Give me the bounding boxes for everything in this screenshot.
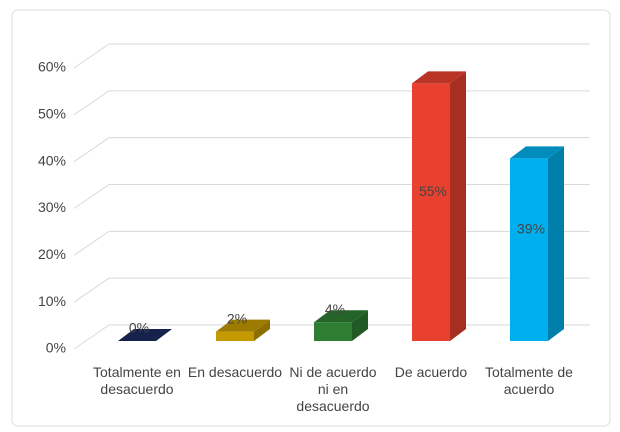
bar-top [510,146,564,159]
y-tick-label: 60% [38,59,66,75]
y-tick-label: 40% [38,152,66,168]
bar [510,146,564,341]
x-tick-label: De acuerdo [394,364,468,380]
bar-side [548,146,564,341]
bar-front [510,158,548,341]
x-tick-label: En desacuerdo [187,364,283,380]
grid-line [73,43,590,69]
y-tick-label: 50% [38,106,66,122]
value-label: 55% [419,183,447,199]
value-label: 2% [227,310,247,326]
value-label: 4% [325,301,345,317]
bar [314,310,368,341]
bar [216,319,270,341]
bar-top [118,329,172,341]
x-tick-label: Ni de acuerdo ni en desacuerdo [289,364,377,414]
bar-top [412,71,466,84]
bar [412,71,466,342]
bar-top [216,319,270,332]
bar-front [412,83,450,342]
bar-side [254,319,270,341]
bar-top [314,310,368,323]
bar-front [314,322,352,341]
bar-side [450,71,466,342]
y-tick-label: 10% [38,293,66,309]
x-tick-label: Totalmente en desacuerdo [93,364,181,397]
bar-side [352,310,368,341]
y-tick-label: 30% [38,199,66,215]
value-label: 39% [517,220,545,236]
y-tick-label: 20% [38,246,66,262]
value-label: 0% [129,320,149,336]
x-tick-label: Totalmente de acuerdo [485,364,573,397]
bar [118,329,172,341]
bar-front [216,331,254,341]
y-tick-label: 0% [46,340,66,356]
